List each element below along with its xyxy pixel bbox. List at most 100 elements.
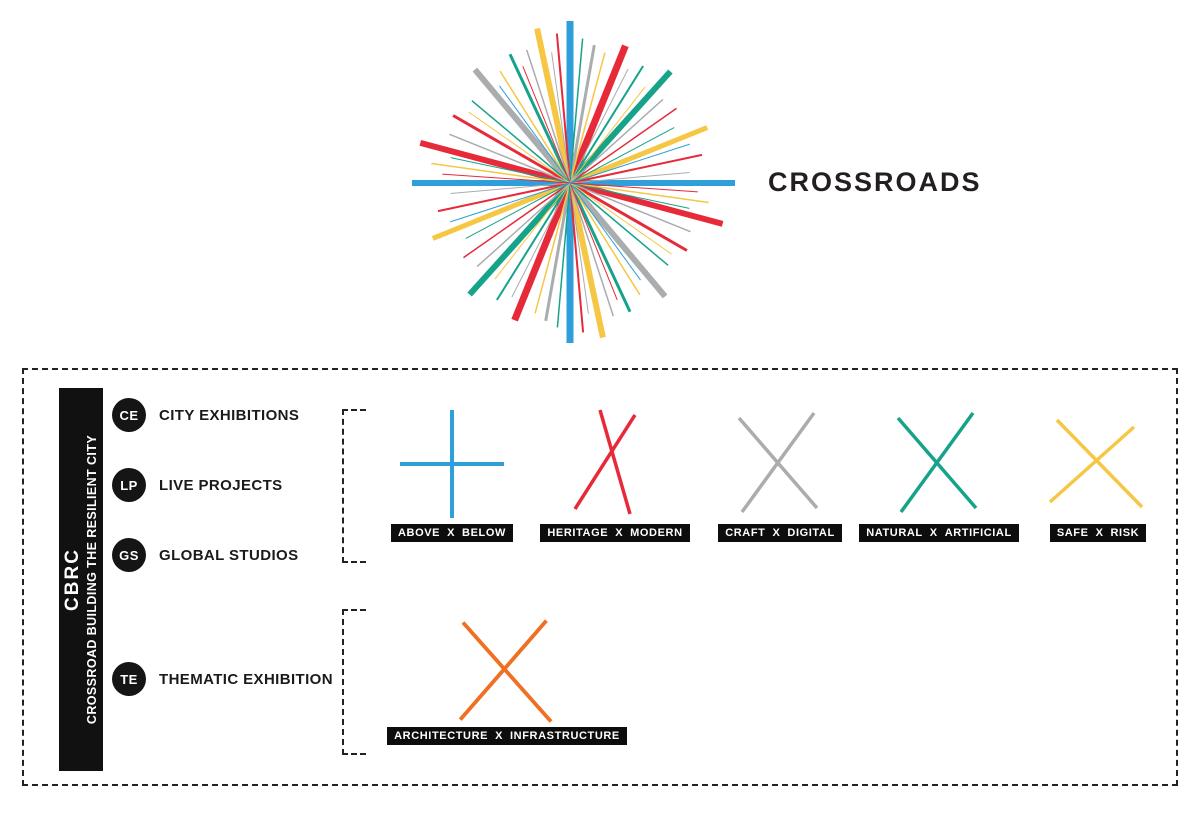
crossing-left-term: HERITAGE [547,527,609,539]
ray-line [569,52,606,184]
ray-line [450,182,571,194]
crossing-safe-risk: SAFE X RISK [1013,404,1183,542]
ray-line [566,44,629,185]
ray-line [569,182,669,266]
cross-line [458,619,548,721]
ray-line [569,180,724,227]
ray-line [452,114,571,185]
ray-line [569,182,691,233]
ray-line [569,98,664,184]
sidebar-subtitle: CROSSROAD BUILDING THE RESILIENT CITY [85,434,99,725]
ray-line [472,67,573,185]
ray-line [419,140,571,186]
ray-line [569,38,584,184]
page-title: CROSSROADS [768,167,982,197]
ray-line [569,182,641,281]
ray-line [450,157,571,184]
crossing-left-term: SAFE [1056,527,1089,539]
ray-line [496,182,571,301]
crossing-architecture-infrastructure: ARCHITECTURE X INFRASTRUCTURE [377,617,637,745]
crossing-label: ARCHITECTURE X INFRASTRUCTURE [387,727,627,745]
ray-line [476,182,571,268]
ray-line [567,182,606,339]
ray-line [569,125,709,186]
ray-line [449,133,571,184]
ray-line [569,182,618,300]
ray-line [508,53,572,184]
crossing-label: CRAFT X DIGITAL [718,524,842,542]
crossing-label: SAFE X RISK [1049,524,1147,542]
ray-line [544,182,572,322]
x-separator: X [1095,527,1104,539]
ray-line [534,27,573,184]
ray-line [569,182,585,333]
x-separator: X [615,527,624,539]
crossing-left-term: ABOVE [397,527,441,539]
crossing-right-term: DIGITAL [787,527,835,539]
ray-line [465,182,571,239]
ray-line [442,173,571,184]
program-row-global-studios: GS GLOBAL STUDIOS [112,538,299,572]
badge-ce: CE [112,398,146,432]
ray-line [534,182,571,314]
ray-line [499,85,571,184]
crossing-left-term: NATURAL [866,527,923,539]
plus-icon [400,410,504,518]
x-icon [737,411,819,514]
ray-line [437,182,571,213]
sidebar-title-bar: CBRC CROSSROAD BUILDING THE RESILIENT CI… [59,388,103,771]
ray-line [467,180,573,297]
ray-line [555,33,571,184]
starburst-icon [412,21,735,343]
cross-line [1055,418,1144,509]
crossing-label: ABOVE X BELOW [390,524,513,542]
x-icon [1048,418,1144,509]
legend-panel: CBRC CROSSROAD BUILDING THE RESILIENT CI… [22,368,1178,786]
crossing-right-term: INFRASTRUCTURE [510,730,620,742]
program-label: THEMATIC EXHIBITION [159,670,333,688]
ray-line [567,181,668,299]
program-row-live-projects: LP LIVE PROJECTS [112,468,283,502]
ray-line [450,182,571,223]
ray-line [569,153,703,184]
badge-gs: GS [112,538,146,572]
cross-line [740,411,816,514]
ray-line [525,49,571,184]
ray-line [569,181,688,252]
crossing-left-term: CRAFT [725,527,766,539]
ray-line [551,52,571,184]
crossing-right-term: BELOW [462,527,506,539]
program-row-thematic-exhibition: TE THEMATIC EXHIBITION [112,662,333,696]
ray-line [569,143,690,184]
ray-line [569,182,641,296]
cross-line [573,414,637,510]
crossing-right-term: ARTIFICIAL [944,527,1012,539]
x-icon [458,619,553,723]
ray-line [569,65,644,184]
x-separator: X [929,527,938,539]
ray-line [463,182,571,259]
bracket-thematic-group [342,609,366,755]
program-label: GLOBAL STUDIOS [159,546,299,564]
ray-line [569,86,646,184]
ray-line [567,69,673,186]
x-separator: X [772,527,781,539]
cross-line [598,409,632,515]
ray-line [569,182,709,204]
sidebar-acronym: CBRC [62,548,83,611]
ray-line [569,182,589,314]
crossing-natural-artificial: NATURAL X ARTIFICIAL [854,404,1024,542]
cross-line [461,621,553,723]
crossing-right-term: RISK [1110,527,1140,539]
ray-line [471,100,571,184]
ray-line [569,172,690,184]
crossing-left-term: ARCHITECTURE [394,730,489,742]
program-label: LIVE PROJECTS [159,476,283,494]
ray-line [569,127,675,184]
ray-line [468,111,571,184]
crossing-label: HERITAGE X MODERN [540,524,690,542]
x-separator: X [495,730,504,742]
ray-line [569,68,629,184]
ray-line [522,66,571,184]
